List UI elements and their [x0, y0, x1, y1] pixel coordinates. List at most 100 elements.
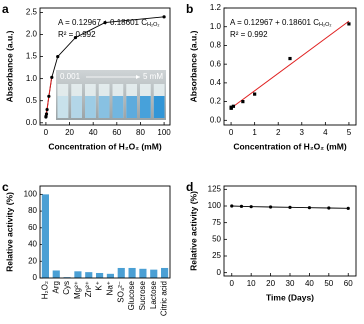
y-tick-label: 2.5 [26, 8, 38, 17]
x-tick-label: 5 [347, 128, 352, 137]
plot-frame [223, 185, 357, 277]
x-tick-label: 40 [305, 279, 314, 288]
x-tick-label: Lactose [149, 280, 158, 309]
panel-letter: a [2, 2, 9, 16]
data-point [45, 107, 49, 112]
plot-frame [39, 185, 171, 279]
data-point [327, 206, 331, 210]
data-line [231, 205, 349, 209]
y-tick-label: 1.0 [26, 74, 38, 83]
bar [106, 273, 114, 278]
x-tick-label: Mg²⁺ [73, 281, 82, 299]
y-tick-label: 125 [208, 184, 222, 193]
panel-letter: c [2, 180, 9, 194]
x-tick-label: 80 [136, 128, 145, 137]
bar [161, 267, 169, 278]
data-point [231, 104, 236, 108]
x-tick-label: Arg [51, 281, 60, 293]
x-tick-label: 60 [112, 128, 121, 137]
plot-frame [223, 7, 357, 126]
data-point [268, 205, 273, 209]
vial-liquid [71, 96, 82, 118]
x-tick-label: 4 [323, 128, 328, 137]
data-point [347, 22, 351, 26]
y-tick-label: 2.0 [26, 30, 38, 39]
vial-liquid [112, 96, 124, 118]
x-tick-label: 50 [324, 279, 333, 288]
annotation-text: R² = 0.992 [230, 30, 268, 39]
x-tick-label: 60 [344, 279, 353, 288]
x-tick-label: 0 [230, 279, 235, 288]
y-tick-label: 75 [212, 218, 221, 227]
x-tick-label: 1 [252, 128, 257, 137]
bar [85, 272, 93, 278]
y-tick-label: 1.2 [210, 3, 222, 12]
annotation: A = 0.12967 + 0.18601 CH₂O₂ [230, 18, 332, 28]
x-tick-label: 2 [276, 128, 281, 137]
y-axis-title: Absorbance (a.u.) [188, 30, 198, 102]
plot-frame [39, 7, 171, 126]
x-tick-label: 20 [266, 279, 275, 288]
data-point [253, 92, 257, 96]
y-tick-label: 20 [28, 256, 37, 265]
x-tick-label: 40 [89, 128, 98, 137]
y-axis-title: Relative activity (%) [188, 191, 198, 271]
y-tick-label: 0.2 [210, 97, 222, 106]
x-tick-label: Na⁺ [106, 281, 115, 295]
annotation-text: A = 0.12967 + 0.18601 C [230, 18, 319, 27]
annotation-text: R² = 0.992 [58, 30, 96, 39]
y-tick-label: 0.0 [26, 118, 38, 127]
y-tick-label: 0 [217, 268, 222, 277]
y-tick-label: 100 [24, 189, 38, 198]
bar [74, 271, 82, 278]
panel-letter: d [186, 180, 193, 194]
bar [139, 268, 147, 278]
data-point [229, 106, 233, 110]
vial-liquid [126, 96, 137, 118]
data-point [230, 204, 234, 208]
x-axis-title: Concentration of H₂O₂ (mM) [48, 141, 161, 151]
x-tick-label: H₂O₂ [41, 281, 50, 299]
x-tick-label: Zn²⁺ [84, 281, 93, 297]
x-tick-label: 0 [229, 128, 234, 137]
data-point [239, 204, 244, 208]
y-tick-label: 0 [33, 273, 38, 282]
y-tick-label: 50 [212, 234, 221, 243]
bar [150, 269, 158, 278]
data-point [307, 206, 312, 210]
vial-liquid [85, 96, 96, 118]
inset-start-label: 0.001 [60, 72, 81, 81]
x-tick-label: Sucrose [138, 280, 147, 310]
data-point [249, 205, 253, 209]
x-tick-label: 3 [300, 128, 305, 137]
vial-liquid [98, 96, 110, 118]
panel-letter: b [186, 2, 193, 16]
x-tick-label: Cys [62, 281, 71, 295]
annotation: A = 0.12967 + 0.18601 CH₂O₂ [58, 18, 160, 28]
x-tick-label: SO₄²⁻ [116, 281, 125, 303]
annotation: R² = 0.992 [58, 30, 96, 39]
annotation: R² = 0.992 [230, 30, 268, 39]
data-point [44, 112, 49, 116]
y-axis-title: Relative activity (%) [4, 192, 14, 272]
y-tick-label: 25 [212, 251, 221, 260]
annotation-subscript: H₂O₂ [319, 22, 332, 28]
x-axis-title: Concentration of H₂O₂ (mM) [233, 141, 346, 151]
bar [128, 267, 136, 278]
inset-end-label: 5 mM [143, 72, 163, 81]
data-point [288, 205, 292, 209]
y-tick-label: 0.0 [210, 115, 222, 124]
vial-liquid [140, 96, 151, 118]
y-tick-label: 80 [28, 206, 37, 215]
vial-liquid [57, 96, 69, 118]
y-tick-label: 0.6 [210, 59, 222, 68]
y-tick-label: 0.5 [26, 96, 38, 105]
x-tick-label: 100 [157, 128, 171, 137]
vial-liquid [153, 96, 165, 118]
data-point [162, 15, 166, 19]
x-tick-label: Glucose [127, 280, 136, 310]
data-point [103, 20, 107, 25]
x-tick-label: 10 [247, 279, 256, 288]
bar [117, 267, 125, 278]
inset-arrowhead [136, 75, 140, 79]
